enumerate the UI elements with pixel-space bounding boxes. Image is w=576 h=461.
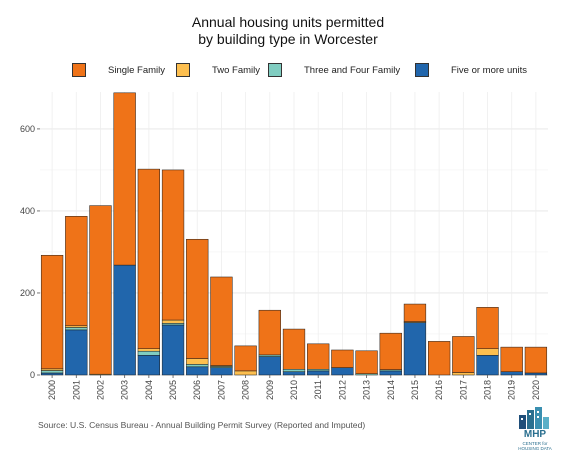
bar-segment-five-or-more-units-2011 <box>307 370 330 376</box>
legend-label-five-plus-units: Five or more units <box>451 64 528 76</box>
x-tick-label: 2012 <box>337 380 347 400</box>
bar-segment-single-family-2012 <box>331 349 354 368</box>
x-tick-label: 2002 <box>95 380 105 400</box>
bar-segment-three-and-four-family-2000 <box>40 370 64 374</box>
bar-segment-single-family-2002 <box>89 205 112 375</box>
bar-segment-five-or-more-units-2018 <box>476 355 499 376</box>
x-tick-label: 2010 <box>289 380 299 400</box>
bar-segment-five-or-more-units-2010 <box>282 371 306 376</box>
bar-segment-single-family-2007 <box>210 276 233 366</box>
legend-key-two-family <box>176 63 190 77</box>
bar-segment-two-family-2008 <box>234 370 257 376</box>
logo-subtitle-line2: HOUSING DATA <box>518 446 552 451</box>
legend-label-two-family: Two Family <box>212 64 261 76</box>
x-tick-label: 2005 <box>168 380 178 400</box>
y-tick-label: 0 <box>30 370 35 380</box>
bar-segment-two-family-2005 <box>161 319 185 324</box>
x-tick-label: 2000 <box>47 380 57 400</box>
bar-segment-single-family-2005 <box>161 169 185 321</box>
x-tick-label: 2018 <box>483 380 493 400</box>
bar-segment-five-or-more-units-2004 <box>137 355 160 376</box>
legend-key-three-four-family <box>268 63 282 77</box>
bar-segment-two-family-2018 <box>476 348 499 356</box>
legend-key-five-plus-units <box>415 63 429 77</box>
bar-segment-five-or-more-units-2020 <box>524 372 548 376</box>
bar-segment-five-or-more-units-2000 <box>40 372 64 376</box>
bar-segment-single-family-2018 <box>476 307 499 350</box>
bar-segment-single-family-2015 <box>403 303 427 322</box>
bar-segment-two-family-2004 <box>137 348 160 352</box>
bar-segment-single-family-2016 <box>428 341 451 376</box>
bar-segment-single-family-2013 <box>355 350 378 375</box>
legend: Single Family Two Family Three and Four … <box>0 59 576 81</box>
bar-segment-five-or-more-units-2015 <box>403 322 427 376</box>
bar-segment-single-family-2004 <box>137 168 160 350</box>
bar-segment-three-and-four-family-2010 <box>282 369 306 372</box>
axis-layer: 0 200 400 600 2000 2001 2002 2003 2004 2005 2006 20… <box>20 124 541 400</box>
bar-segment-two-family-2006 <box>186 358 209 365</box>
bar-segment-single-family-2020 <box>524 346 548 374</box>
x-tick-label: 2008 <box>241 380 251 400</box>
chart-title-line1: Annual housing units permitted <box>191 14 385 30</box>
bar-segment-three-and-four-family-2006 <box>186 364 209 368</box>
logo-name: MHP <box>523 429 547 440</box>
x-tick-label: 2017 <box>458 380 468 400</box>
bar-segment-single-family-2001 <box>65 216 88 327</box>
x-tick-label: 2001 <box>71 380 81 400</box>
chart-title: Annual housing units permitted by buildi… <box>0 14 576 48</box>
x-tick-label: 2007 <box>216 380 226 400</box>
x-tick-label: 2004 <box>144 380 154 400</box>
bar-segment-three-and-four-family-2001 <box>65 327 88 331</box>
chart-title-line2: by building type in Worcester <box>198 31 378 47</box>
x-tick-label: 2019 <box>507 380 517 400</box>
bar-segment-five-or-more-units-2006 <box>186 366 209 376</box>
x-tick-label: 2006 <box>192 380 202 400</box>
bar-segment-single-family-2010 <box>282 328 306 370</box>
x-tick-label: 2020 <box>531 380 541 400</box>
house-icon <box>519 407 549 429</box>
bar-segment-single-family-2006 <box>186 238 209 359</box>
bar-segment-single-family-2017 <box>452 336 475 373</box>
bar-segment-single-family-2019 <box>500 346 523 372</box>
bar-segment-five-or-more-units-2003 <box>113 264 136 376</box>
y-tick-label: 600 <box>20 124 35 134</box>
bar-segment-single-family-2009 <box>258 309 281 356</box>
y-tick-label: 200 <box>20 288 35 298</box>
bar-segment-single-family-2014 <box>379 332 402 370</box>
legend-item-two-family: Two Family <box>176 59 260 81</box>
x-tick-label: 2011 <box>313 380 323 399</box>
bar-segment-five-or-more-units-2005 <box>161 324 185 376</box>
legend-item-single-family: Single Family <box>72 59 165 81</box>
y-tick-label: 400 <box>20 206 35 216</box>
x-tick-label: 2015 <box>410 380 420 400</box>
legend-item-three-four-family: Three and Four Family <box>268 59 400 81</box>
bar-segment-two-family-2017 <box>452 372 475 376</box>
legend-label-single-family: Single Family <box>108 64 166 76</box>
x-tick-label: 2016 <box>434 380 444 400</box>
bar-segment-five-or-more-units-2014 <box>379 370 402 376</box>
bar-segment-three-and-four-family-2004 <box>137 350 160 356</box>
source-note: Source: U.S. Census Bureau - Annual Buil… <box>38 420 366 430</box>
bar-segment-single-family-2003 <box>113 92 136 266</box>
bar-segment-five-or-more-units-2007 <box>210 367 233 376</box>
bar-segment-single-family-2008 <box>234 345 257 372</box>
x-tick-label: 2013 <box>362 380 372 400</box>
mhp-logo: MHP CENTER for HOUSING DATA <box>515 407 555 457</box>
legend-key-single-family <box>72 63 86 77</box>
bar-segment-five-or-more-units-2012 <box>331 367 354 376</box>
legend-label-three-four-family: Three and Four Family <box>304 64 401 76</box>
x-tick-label: 2009 <box>265 380 275 400</box>
legend-item-five-plus-units: Five or more units <box>415 59 527 81</box>
x-tick-label: 2003 <box>120 380 130 400</box>
bar-segment-five-or-more-units-2009 <box>258 356 281 376</box>
bar-segment-five-or-more-units-2001 <box>65 329 88 376</box>
x-tick-label: 2014 <box>386 380 396 400</box>
bar-segment-five-or-more-units-2019 <box>500 371 523 376</box>
logo-subtitle-line1: CENTER for <box>522 441 548 446</box>
bar-segment-single-family-2000 <box>40 254 64 370</box>
logo-subtitle: CENTER for HOUSING DATA <box>515 441 555 451</box>
bar-layer <box>40 92 548 376</box>
bar-segment-single-family-2011 <box>307 343 330 370</box>
